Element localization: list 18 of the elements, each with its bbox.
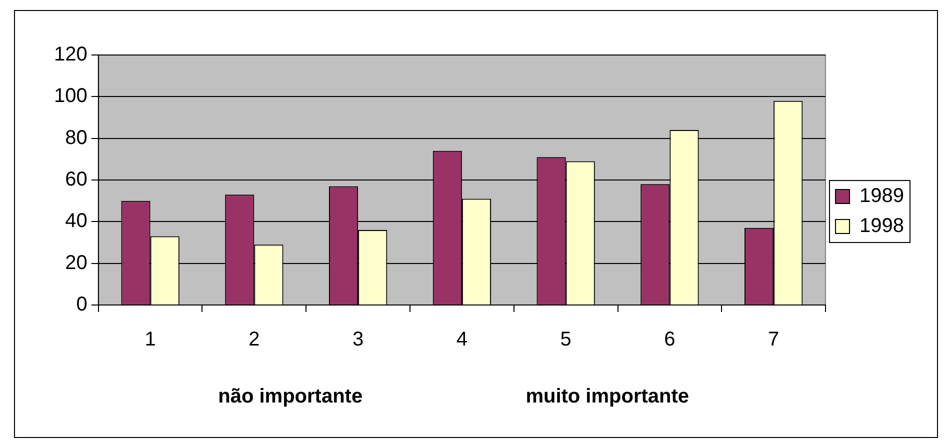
legend-label: 1989: [860, 185, 904, 208]
y-tick-label: 0: [76, 294, 88, 316]
x-tick-label: 6: [664, 328, 676, 351]
x-tick-label: 7: [768, 328, 780, 351]
x-tick-label: 2: [248, 328, 260, 351]
y-tick-label: 80: [65, 126, 88, 149]
x-tick-label: 3: [352, 328, 364, 351]
x-tick-label: 1: [144, 328, 156, 351]
y-tick-label: 60: [65, 168, 88, 191]
y-tick-label: 120: [54, 44, 88, 66]
text: muito importante: [526, 386, 690, 408]
legend-label: 1998: [860, 215, 904, 238]
text: não importante: [218, 386, 363, 408]
y-tick-label: 40: [65, 210, 88, 232]
x-tick-label: 5: [560, 328, 572, 351]
y-tick-label: 20: [65, 252, 88, 274]
x-tick-label: 4: [456, 328, 468, 351]
y-tick-label: 100: [54, 85, 88, 108]
